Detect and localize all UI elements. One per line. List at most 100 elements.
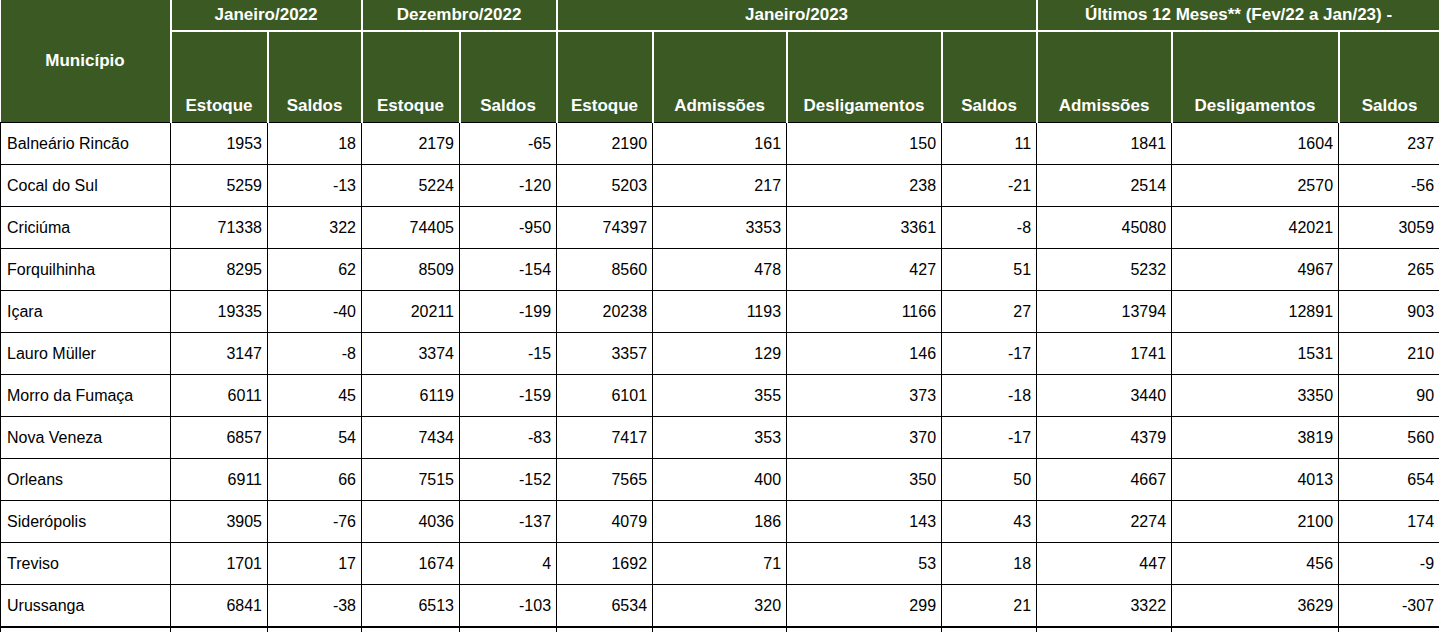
table-row: Cocal do Sul5259-135224-1205203217238-21…	[1, 165, 1439, 207]
value-cell: 1193	[653, 291, 787, 333]
value-cell: 478	[653, 249, 787, 291]
value-cell: -65	[460, 123, 557, 165]
value-cell: 4379	[1037, 417, 1172, 459]
value-cell: -83	[460, 417, 557, 459]
value-cell: 4036	[362, 501, 460, 543]
column-header-saldos-3: Saldos	[460, 31, 557, 123]
value-cell: 217	[653, 165, 787, 207]
value-cell: 1531	[1172, 333, 1339, 375]
value-cell: 2274	[1037, 501, 1172, 543]
value-cell: 6534	[557, 585, 653, 628]
table-row: Morro da Fumaça6011456119-1596101355373-…	[1, 375, 1439, 417]
value-cell: -21	[942, 165, 1037, 207]
municipality-cell: Balneário Rincão	[1, 123, 171, 165]
table-row: Içara19335-4020211-199202381193116627137…	[1, 291, 1439, 333]
value-cell: 3059	[1339, 207, 1439, 249]
column-header-saldos-1: Saldos	[268, 31, 362, 123]
value-cell: 6101	[557, 375, 653, 417]
value-cell: 146	[787, 333, 942, 375]
value-cell: 210	[1339, 333, 1439, 375]
value-cell: 20238	[557, 291, 653, 333]
value-cell: 4	[460, 543, 557, 585]
value-cell: -17	[942, 333, 1037, 375]
value-cell: -159	[460, 375, 557, 417]
value-cell: 447	[1037, 543, 1172, 585]
table-row: Balneário Rincão1953182179-6521901611501…	[1, 123, 1439, 165]
value-cell: -17	[942, 417, 1037, 459]
value-cell: 1701	[171, 543, 268, 585]
value-cell: 12891	[1172, 291, 1339, 333]
value-cell: 88731	[1037, 627, 1172, 632]
municipality-cell: Siderópolis	[1, 501, 171, 543]
value-cell: 2100	[1172, 501, 1339, 543]
value-cell: 3374	[362, 333, 460, 375]
value-cell: 27	[942, 291, 1037, 333]
total-label-cell: Total	[1, 627, 171, 632]
table-row: Treviso170117167441692715318447456-9	[1, 543, 1439, 585]
value-cell: 8295	[171, 249, 268, 291]
group-header-janeiro-2022: Janeiro/2022	[171, 0, 362, 31]
value-cell: 161	[653, 123, 787, 165]
value-cell: 299	[787, 585, 942, 628]
value-cell: 74405	[362, 207, 460, 249]
value-cell: 54	[268, 417, 362, 459]
value-cell: 74397	[557, 207, 653, 249]
value-cell: 4013	[1172, 459, 1339, 501]
value-cell: 45	[268, 375, 362, 417]
value-cell: 1741	[1037, 333, 1172, 375]
value-cell: -8	[942, 207, 1037, 249]
value-cell: 560	[1339, 417, 1439, 459]
value-cell: 82951	[1172, 627, 1339, 632]
value-cell: 3357	[557, 333, 653, 375]
value-cell: -2133	[460, 627, 557, 632]
table-row: Urussanga6841-386513-1036534320299213322…	[1, 585, 1439, 628]
column-header-estoque-2: Estoque	[362, 31, 460, 123]
value-cell: 4079	[557, 501, 653, 543]
municipality-cell: Içara	[1, 291, 171, 333]
value-cell: 1692	[557, 543, 653, 585]
value-cell: 4967	[1172, 249, 1339, 291]
value-cell: 140	[942, 627, 1037, 632]
column-header-estoque-0: Estoque	[171, 31, 268, 123]
value-cell: 53	[787, 543, 942, 585]
value-cell: 373	[787, 375, 942, 417]
value-cell: 6911	[171, 459, 268, 501]
value-cell: 3819	[1172, 417, 1339, 459]
value-cell: 4667	[1037, 459, 1172, 501]
value-cell: 43	[942, 501, 1037, 543]
value-cell: 350	[787, 459, 942, 501]
value-cell: -120	[460, 165, 557, 207]
value-cell: 5259	[171, 165, 268, 207]
municipality-cell: Treviso	[1, 543, 171, 585]
value-cell: 17	[268, 543, 362, 585]
value-cell: -56	[1339, 165, 1439, 207]
value-cell: 20211	[362, 291, 460, 333]
value-cell: -103	[460, 585, 557, 628]
value-cell: 3350	[1172, 375, 1339, 417]
value-cell: -9	[1339, 543, 1439, 585]
value-cell: 355	[653, 375, 787, 417]
group-header-row: Município Janeiro/2022 Dezembro/2022 Jan…	[1, 0, 1439, 31]
group-header-ultimos-12-meses: Últimos 12 Meses** (Fev/22 a Jan/23) -	[1037, 0, 1439, 31]
municipality-cell: Morro da Fumaça	[1, 375, 171, 417]
column-header-estoque-4: Estoque	[557, 31, 653, 123]
value-cell: 1674	[362, 543, 460, 585]
value-cell: 143	[787, 501, 942, 543]
value-cell: 3629	[1172, 585, 1339, 628]
value-cell: -152	[460, 459, 557, 501]
table-row: Forquilhinha8295628509-15485604784275152…	[1, 249, 1439, 291]
value-cell: 141553	[171, 627, 268, 632]
column-header-saldos-7: Saldos	[942, 31, 1037, 123]
value-cell: 1841	[1037, 123, 1172, 165]
value-cell: 71338	[171, 207, 268, 249]
table-header: Município Janeiro/2022 Dezembro/2022 Jan…	[1, 0, 1439, 123]
value-cell: 2570	[1172, 165, 1339, 207]
value-cell: -18	[942, 375, 1037, 417]
value-cell: 1604	[1172, 123, 1339, 165]
value-cell: 71	[653, 543, 787, 585]
value-cell: 5232	[1037, 249, 1172, 291]
value-cell: -38	[268, 585, 362, 628]
column-header-saldos-10: Saldos	[1339, 31, 1439, 123]
value-cell: 322	[268, 207, 362, 249]
value-cell: -40	[268, 291, 362, 333]
